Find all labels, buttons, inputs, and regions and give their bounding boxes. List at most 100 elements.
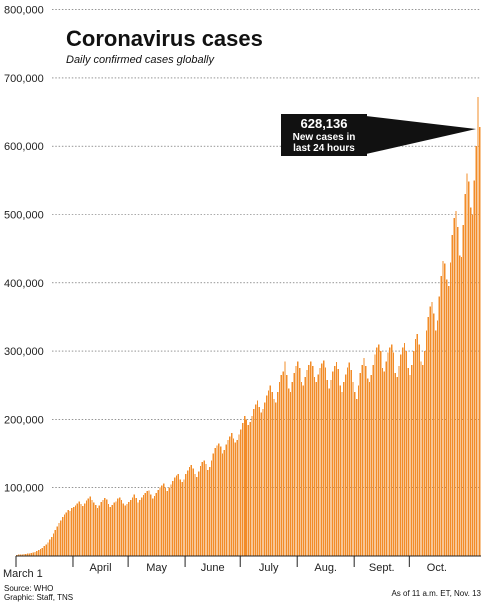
bar bbox=[313, 377, 316, 556]
bar bbox=[16, 554, 18, 556]
bar bbox=[468, 181, 470, 556]
bar bbox=[348, 362, 351, 556]
bar bbox=[424, 351, 426, 556]
bar bbox=[315, 381, 317, 556]
bar bbox=[210, 460, 213, 556]
bar bbox=[91, 499, 93, 556]
bar bbox=[186, 470, 189, 557]
bar bbox=[258, 407, 260, 556]
bar bbox=[471, 214, 474, 556]
bar bbox=[295, 366, 297, 556]
bar bbox=[289, 392, 292, 556]
bar bbox=[446, 279, 448, 556]
bar bbox=[447, 286, 450, 556]
bar bbox=[401, 347, 404, 556]
bar bbox=[359, 372, 362, 556]
bar bbox=[273, 398, 275, 556]
bar bbox=[45, 544, 47, 556]
bar bbox=[288, 388, 290, 556]
bar bbox=[365, 366, 367, 556]
bar bbox=[254, 404, 257, 556]
bar bbox=[253, 409, 255, 556]
bar bbox=[170, 484, 172, 556]
bar bbox=[304, 377, 306, 556]
bar bbox=[479, 126, 481, 556]
bar bbox=[262, 409, 264, 556]
bar bbox=[442, 260, 444, 556]
bar bbox=[152, 498, 154, 556]
bar bbox=[361, 364, 363, 556]
x-tick-label: Aug. bbox=[314, 562, 337, 574]
bar bbox=[23, 554, 25, 556]
bar bbox=[357, 385, 360, 556]
bar bbox=[346, 367, 349, 556]
bar bbox=[58, 523, 60, 556]
bar bbox=[17, 554, 20, 556]
bar bbox=[207, 469, 209, 556]
bar bbox=[163, 483, 165, 556]
bar bbox=[150, 494, 152, 556]
bar bbox=[137, 502, 139, 556]
bar bbox=[321, 363, 323, 556]
bar bbox=[185, 474, 187, 556]
bar bbox=[387, 352, 389, 556]
bar bbox=[317, 374, 319, 556]
bar bbox=[394, 372, 396, 556]
callout-value: 628,136 bbox=[301, 116, 348, 131]
bar bbox=[102, 499, 104, 556]
bar bbox=[52, 533, 55, 556]
bar bbox=[464, 194, 466, 556]
bar bbox=[84, 503, 86, 556]
bar bbox=[379, 351, 382, 556]
bar bbox=[107, 504, 110, 556]
bar bbox=[275, 402, 277, 556]
bar bbox=[183, 479, 185, 556]
bar bbox=[333, 366, 336, 556]
title-backdrop bbox=[38, 18, 242, 56]
bar bbox=[126, 504, 128, 556]
bar bbox=[367, 378, 369, 556]
bar bbox=[477, 97, 479, 557]
bar bbox=[332, 371, 334, 556]
bar bbox=[227, 439, 229, 556]
bar bbox=[197, 471, 200, 556]
bar bbox=[76, 503, 78, 556]
bar bbox=[469, 207, 472, 557]
bar bbox=[144, 493, 146, 556]
bar bbox=[71, 508, 73, 556]
footer-source: Source: WHO Graphic: Staff, TNS bbox=[4, 584, 73, 602]
bar bbox=[337, 368, 339, 556]
bar bbox=[179, 479, 181, 556]
bar bbox=[109, 506, 112, 556]
bar bbox=[455, 211, 457, 556]
bar bbox=[284, 361, 286, 556]
bar bbox=[374, 354, 376, 556]
bar bbox=[78, 501, 80, 556]
bar bbox=[385, 361, 387, 556]
bar bbox=[63, 514, 66, 556]
bar bbox=[453, 217, 455, 557]
bar bbox=[392, 352, 395, 556]
bar bbox=[291, 381, 294, 556]
bar bbox=[139, 499, 141, 556]
bar bbox=[324, 367, 327, 556]
bar bbox=[462, 224, 464, 556]
bar bbox=[396, 377, 398, 556]
bar bbox=[115, 501, 117, 556]
bar bbox=[449, 262, 452, 556]
bar bbox=[249, 422, 251, 556]
y-tick-label: 400,000 bbox=[4, 278, 44, 290]
bar bbox=[413, 351, 415, 556]
bar bbox=[192, 468, 194, 556]
y-tick-label: 200,000 bbox=[4, 414, 44, 426]
bar bbox=[418, 344, 420, 556]
bar bbox=[49, 539, 51, 556]
bar bbox=[82, 506, 84, 556]
bar bbox=[422, 364, 424, 556]
bar bbox=[411, 364, 413, 556]
bar bbox=[451, 234, 453, 557]
bar bbox=[87, 498, 90, 556]
bar bbox=[39, 549, 42, 556]
bar bbox=[407, 368, 409, 556]
bar bbox=[106, 499, 108, 556]
